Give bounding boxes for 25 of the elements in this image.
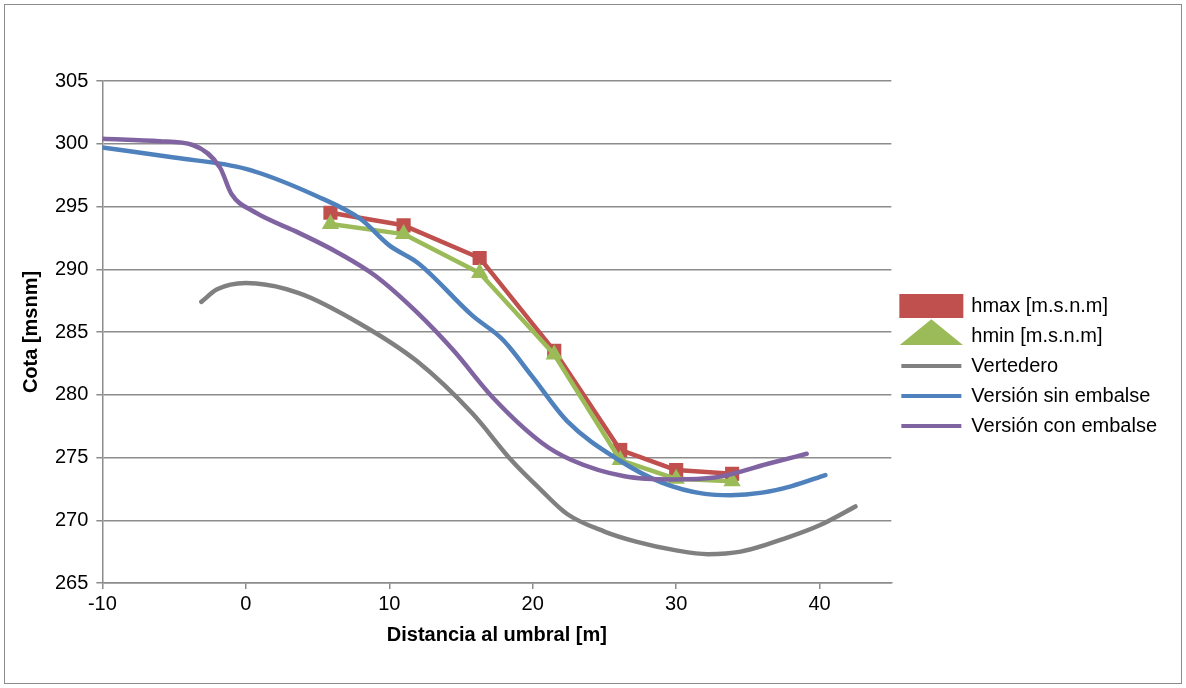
point bbox=[470, 263, 489, 279]
y-tick-label: 275 bbox=[54, 445, 89, 468]
x-tick-label: -10 bbox=[87, 591, 117, 614]
x-tick-label: 20 bbox=[521, 591, 544, 614]
legend-label: hmax [m.s.n.m] bbox=[971, 293, 1109, 316]
x-tick-label: 10 bbox=[378, 591, 401, 614]
legend-label: Vertedero bbox=[971, 353, 1059, 376]
y-tick-label: 285 bbox=[54, 319, 89, 342]
point bbox=[321, 214, 340, 230]
y-axis-title: Cota [msnm] bbox=[18, 270, 41, 394]
x-tick-label: 30 bbox=[665, 591, 688, 614]
y-tick-label: 270 bbox=[54, 507, 89, 530]
legend-label: Versión sin embalse bbox=[971, 383, 1151, 406]
x-axis-title: Distancia al umbral [m] bbox=[386, 622, 607, 645]
point bbox=[472, 250, 487, 266]
y-tick-label: 265 bbox=[54, 570, 89, 593]
y-tick-label: 305 bbox=[54, 68, 89, 91]
y-tick-label: 280 bbox=[54, 382, 89, 405]
legend-label: Versión con embalse bbox=[971, 413, 1158, 436]
legend-label: hmin [m.s.n.m] bbox=[971, 323, 1103, 346]
x-tick-label: 40 bbox=[808, 591, 831, 614]
x-tick-label: 0 bbox=[240, 591, 252, 614]
y-tick-label: 290 bbox=[54, 256, 89, 279]
y-tick-label: 300 bbox=[54, 131, 89, 154]
y-tick-label: 295 bbox=[54, 194, 89, 217]
